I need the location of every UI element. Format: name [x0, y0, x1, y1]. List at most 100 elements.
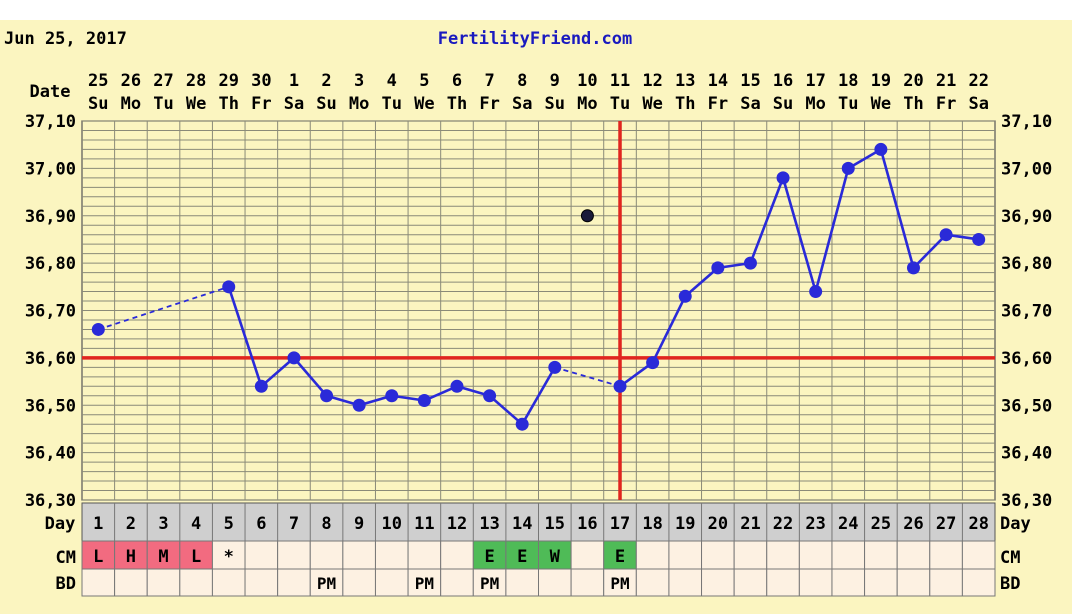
weekday-label: Sa	[968, 94, 988, 114]
date-row-label: Date	[30, 82, 71, 102]
date-label: 11	[610, 71, 630, 91]
cycle-day-label: 26	[903, 514, 923, 534]
bd-cell	[538, 568, 572, 597]
bd-cell	[342, 568, 376, 597]
bd-cell	[114, 568, 148, 597]
temp-point	[254, 379, 268, 393]
cm-cell	[342, 540, 376, 570]
weekday-label: We	[642, 94, 662, 114]
bd-row-label-right: BD	[1000, 574, 1020, 594]
date-label: 13	[675, 71, 695, 91]
temp-point	[972, 232, 986, 246]
cm-cell	[570, 540, 605, 570]
cycle-day-label: 11	[414, 514, 434, 534]
cm-label: H	[126, 547, 136, 567]
cm-label: W	[550, 547, 561, 567]
cm-cell	[701, 540, 735, 570]
cycle-day-label: 17	[610, 514, 630, 534]
date-label: 30	[251, 71, 271, 91]
cycle-day-label: 8	[321, 514, 331, 534]
bd-cell	[635, 568, 670, 597]
temp-point	[320, 389, 334, 403]
cm-cell	[864, 540, 898, 570]
series-segment	[619, 361, 654, 388]
cycle-day-label: 2	[126, 514, 136, 534]
temp-point	[939, 228, 953, 242]
cm-cell	[244, 540, 279, 570]
temp-point	[287, 351, 301, 365]
cm-row-label-right: CM	[1000, 548, 1020, 568]
cm-cell	[309, 540, 344, 570]
weekday-label: Sa	[512, 94, 532, 114]
weekday-label: Fr	[479, 94, 499, 114]
bd-cell	[472, 568, 507, 597]
date-label: 5	[419, 71, 429, 91]
cycle-day-label: 13	[479, 514, 499, 534]
site-link[interactable]: FertilityFriend.com	[438, 29, 632, 49]
y-tick-right: 36,60	[1001, 349, 1052, 369]
weekday-label: Mo	[349, 94, 369, 114]
cm-cell	[538, 540, 572, 570]
date-label: 10	[577, 71, 597, 91]
y-tick-left: 36,90	[25, 207, 76, 227]
weekday-label: We	[186, 94, 206, 114]
cm-cell	[374, 540, 409, 570]
cycle-day-label: 9	[354, 514, 364, 534]
series-segment-dashed	[98, 285, 230, 331]
date-label: 6	[452, 71, 462, 91]
cycle-day-label: 18	[642, 514, 662, 534]
weekday-label: Sa	[284, 94, 304, 114]
bd-cell	[277, 568, 311, 597]
bd-cell	[440, 568, 474, 597]
temp-point	[222, 280, 236, 294]
y-tick-right: 36,70	[1001, 302, 1052, 322]
cycle-day-label: 10	[382, 514, 402, 534]
y-tick-left: 36,40	[25, 444, 76, 464]
bd-cell	[603, 568, 637, 597]
date-label: 3	[354, 71, 364, 91]
date-label: 16	[773, 71, 793, 91]
series-segment	[749, 177, 785, 264]
date-label: 29	[218, 71, 238, 91]
weekday-label: We	[414, 94, 434, 114]
date-label: 1	[289, 71, 299, 91]
weekday-label: Su	[545, 94, 565, 114]
temp-point	[906, 261, 920, 275]
day-row-label-right: Day	[1000, 514, 1031, 534]
temp-point	[809, 285, 823, 299]
cycle-day-label: 7	[289, 514, 299, 534]
weekday-label: Th	[218, 94, 238, 114]
cycle-day-label: 24	[838, 514, 858, 534]
bd-row-label-left: BD	[56, 574, 76, 594]
bd-cell	[961, 568, 996, 597]
bd-cell	[211, 568, 246, 597]
weekday-label: Tu	[382, 94, 402, 114]
bd-cell	[733, 568, 768, 597]
temp-point	[352, 398, 366, 412]
temp-point	[91, 322, 105, 336]
cycle-day-label: 16	[577, 514, 597, 534]
cm-cell	[211, 540, 246, 570]
cm-label: E	[517, 547, 527, 567]
date-label: 20	[903, 71, 923, 91]
bd-cell	[407, 568, 442, 597]
temp-point	[548, 360, 562, 374]
series-segment	[879, 149, 915, 269]
series-segment	[781, 177, 817, 292]
weekday-label: Th	[675, 94, 695, 114]
bd-label: PM	[317, 574, 336, 593]
date-label: 4	[387, 71, 397, 91]
series-segment	[912, 233, 948, 269]
date-label: 26	[121, 71, 141, 91]
cm-label: M	[158, 547, 168, 567]
bd-cell	[701, 568, 735, 597]
bd-cell	[766, 568, 800, 597]
cm-label: *	[224, 547, 234, 567]
y-tick-left: 36,80	[25, 254, 76, 274]
temp-point	[874, 142, 888, 156]
bd-cell	[505, 568, 539, 597]
y-tick-right: 36,50	[1001, 396, 1052, 416]
weekday-label: Mo	[121, 94, 141, 114]
